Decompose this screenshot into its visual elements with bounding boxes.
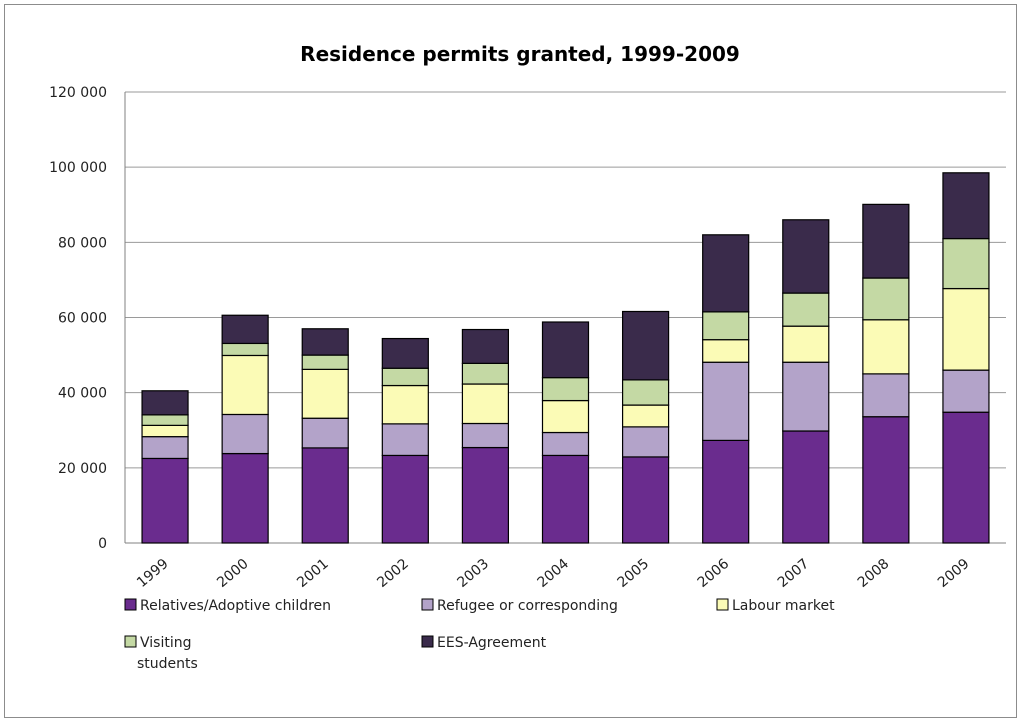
bar-segment: [301, 417, 349, 449]
legend-label: EES-Agreement: [437, 635, 547, 651]
stacked-bar-chart: Residence permits granted, 1999-2009 0 20…: [49, 42, 1006, 672]
bar-segment: [621, 379, 670, 406]
bar-segment: [541, 399, 590, 434]
bar-segment: [541, 377, 590, 402]
bar-segment: [141, 424, 189, 438]
legend-swatch: [421, 598, 434, 611]
legend-label: Relatives/Adoptive children: [140, 598, 331, 614]
bar-segment: [541, 454, 590, 544]
bars: [141, 172, 990, 544]
bar-segment: [621, 404, 670, 428]
y-tick-label: 20 000: [58, 461, 107, 477]
bar-segment: [221, 354, 269, 416]
bar-segment: [702, 439, 750, 544]
y-tick-label: 100 000: [49, 160, 107, 176]
legend-label: Visiting students: [137, 635, 198, 672]
bar-segment: [461, 383, 510, 425]
x-tick-label: 2006: [695, 556, 733, 591]
bar-segment: [702, 339, 750, 363]
bar-segment: [782, 361, 830, 432]
y-tick-label: 120 000: [49, 85, 107, 101]
bar-segment: [381, 337, 429, 369]
legend-label: Refugee or corresponding: [437, 598, 618, 614]
bar-segment: [461, 422, 510, 449]
bar-segment: [621, 310, 670, 381]
bar-segment: [461, 328, 510, 364]
x-tick-label: 2003: [454, 556, 492, 591]
bar-segment: [782, 325, 830, 363]
legend-swatch: [124, 598, 137, 611]
x-tick-label: 2009: [935, 556, 973, 591]
chart-title: Residence permits granted, 1999-2009: [300, 42, 740, 66]
y-tick-label: 60 000: [58, 311, 107, 327]
y-tick-label: 40 000: [58, 386, 107, 402]
bar-segment: [702, 311, 750, 341]
bar-segment: [702, 234, 750, 313]
bar-segment: [381, 454, 429, 544]
x-tick-label: 2008: [855, 556, 893, 591]
y-tick-label: 0: [98, 536, 107, 552]
bar-segment: [621, 426, 670, 458]
bar-segment: [862, 319, 910, 375]
legend-label: Labour market: [732, 598, 835, 614]
bar-segment: [381, 367, 429, 387]
bar-segment: [141, 414, 189, 426]
bar-segment: [221, 314, 269, 345]
bar-segment: [541, 321, 590, 379]
bar-segment: [942, 287, 990, 371]
bar-segment: [782, 219, 830, 294]
bar-segment: [381, 423, 429, 457]
bar-segment: [541, 431, 590, 457]
x-tick-label: 2007: [775, 556, 813, 591]
gridlines: [125, 91, 1006, 469]
legend-swatch: [421, 635, 434, 648]
bar-segment: [862, 416, 910, 544]
x-tick-label: 2000: [214, 556, 252, 591]
y-tick-label: 80 000: [58, 235, 107, 251]
bar-segment: [862, 203, 910, 279]
x-tick-label: 2001: [294, 556, 332, 591]
y-axis: 0 20 000 40 000 60 000 80 000 100 000 120 000: [49, 85, 1006, 552]
bar-segment: [942, 237, 990, 290]
bar-segment: [702, 361, 750, 441]
bar-segment: [942, 369, 990, 413]
x-axis: 1999 2000 2001 2002 2003 2004 2005 2006 2007 2008…: [134, 556, 972, 591]
bar-segment: [862, 277, 910, 321]
x-tick-label: 1999: [134, 556, 172, 591]
bar-segment: [301, 328, 349, 356]
x-tick-label: 2005: [615, 556, 653, 591]
bar-segment: [381, 384, 429, 425]
bar-segment: [461, 446, 510, 544]
bar-segment: [141, 436, 189, 460]
bar-segment: [141, 390, 189, 416]
bar-segment: [221, 413, 269, 455]
bar-segment: [461, 362, 510, 385]
bar-segment: [782, 430, 830, 544]
bar-segment: [301, 354, 349, 370]
bar-segment: [942, 172, 990, 240]
x-tick-label: 2002: [374, 556, 412, 591]
bar-segment: [221, 452, 269, 544]
legend-swatch: [716, 598, 729, 611]
bar-segment: [141, 457, 189, 544]
bar-segment: [782, 292, 830, 327]
x-tick-label: 2004: [534, 556, 572, 591]
chart-frame: Residence permits granted, 1999-2009 0 20…: [4, 4, 1017, 718]
bar-segment: [862, 373, 910, 418]
legend-swatch: [124, 635, 137, 648]
bar-segment: [621, 456, 670, 544]
bar-segment: [301, 447, 349, 544]
bar-segment: [221, 342, 269, 357]
bar-segment: [942, 411, 990, 544]
bar-segment: [301, 368, 349, 419]
legend: Relatives/Adoptive children Refugee or co…: [124, 598, 835, 672]
